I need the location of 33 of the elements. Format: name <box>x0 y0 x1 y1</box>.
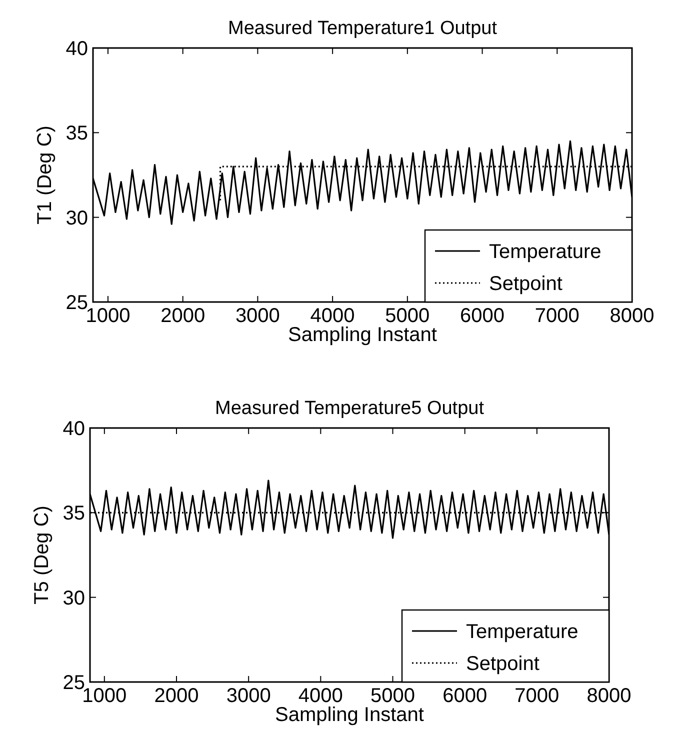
chart-title: Measured Temperature1 Output <box>228 18 498 39</box>
y-tick-label: 40 <box>62 418 85 440</box>
y-tick-label: 30 <box>62 587 85 610</box>
x-tick-label: 2000 <box>154 685 199 707</box>
y-tick-label: 25 <box>66 292 88 314</box>
x-tick-label: 7000 <box>514 685 560 707</box>
y-tick-label: 40 <box>66 38 88 60</box>
x-tick-label: 4000 <box>298 685 343 707</box>
x-tick-label: 2000 <box>160 305 206 327</box>
x-axis-title: Sampling Instant <box>275 704 424 726</box>
x-tick-label: 5000 <box>385 305 430 327</box>
x-tick-label: 8000 <box>586 685 632 707</box>
chart-title: Measured Temperature5 Output <box>215 398 485 419</box>
x-tick-label: 4000 <box>310 305 355 327</box>
x-axis-title: Sampling Instant <box>288 324 438 346</box>
legend-label: Temperature <box>466 621 578 643</box>
y-tick-label: 35 <box>66 122 88 145</box>
y-tick-label: 25 <box>62 672 85 694</box>
x-tick-label: 6000 <box>442 685 488 707</box>
y-axis-title: T5 (Deg C) <box>31 506 53 604</box>
x-tick-label: 8000 <box>610 305 654 327</box>
x-tick-label: 6000 <box>460 305 505 327</box>
legend-label: Temperature <box>489 241 602 263</box>
x-tick-label: 3000 <box>235 305 280 327</box>
legend-label: Setpoint <box>489 273 563 295</box>
y-axis-title: T1 (Deg C) <box>34 126 56 224</box>
y-tick-label: 35 <box>62 502 85 525</box>
x-tick-label: 5000 <box>370 685 415 707</box>
y-tick-label: 30 <box>66 207 88 230</box>
legend-label: Setpoint <box>466 653 540 675</box>
x-tick-label: 7000 <box>534 305 580 327</box>
x-tick-label: 3000 <box>226 685 271 707</box>
x-tick-label: 1000 <box>86 305 130 327</box>
